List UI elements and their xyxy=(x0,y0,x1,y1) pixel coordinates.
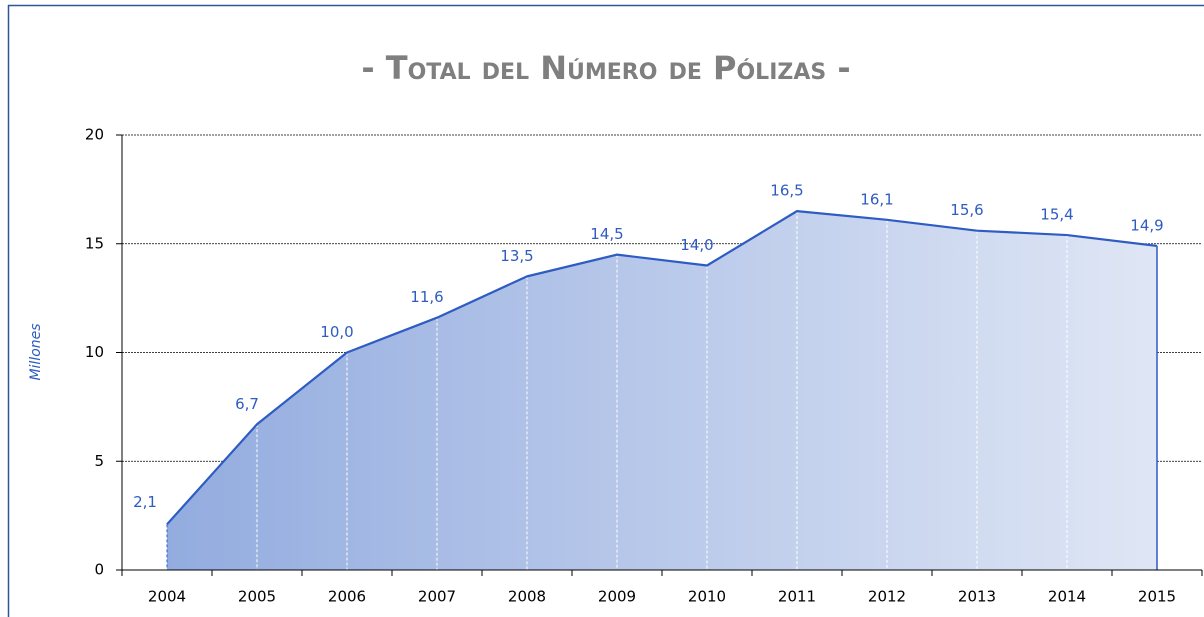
x-tick-label: 2009 xyxy=(598,588,636,606)
data-label: 14,5 xyxy=(590,225,623,243)
data-label: 11,6 xyxy=(410,288,443,306)
data-label: 16,1 xyxy=(860,190,893,208)
y-tick-label: 5 xyxy=(94,452,104,470)
y-tick-label: 20 xyxy=(85,126,104,144)
x-tick-label: 2013 xyxy=(958,588,996,606)
chart-title: - Total del Número de Pólizas - xyxy=(361,49,850,87)
x-tick-label: 2008 xyxy=(508,588,546,606)
data-label: 14,9 xyxy=(1130,216,1163,234)
data-label: 15,6 xyxy=(950,201,983,219)
area xyxy=(167,211,1157,570)
x-tick-label: 2004 xyxy=(148,588,186,606)
y-tick-label: 10 xyxy=(85,343,104,361)
data-label: 13,5 xyxy=(500,247,533,265)
data-label: 15,4 xyxy=(1040,206,1073,224)
x-tick-label: 2010 xyxy=(688,588,726,606)
x-tick-label: 2011 xyxy=(778,588,816,606)
x-tick-label: 2005 xyxy=(238,588,276,606)
data-label: 14,0 xyxy=(680,236,713,254)
data-label: 6,7 xyxy=(235,395,259,413)
y-tick-label: 15 xyxy=(85,234,104,252)
line xyxy=(166,210,1158,526)
x-tick-label: 2014 xyxy=(1048,588,1086,606)
y-tick-label: 0 xyxy=(94,561,104,579)
data-label: 2,1 xyxy=(133,493,157,511)
x-tick-label: 2015 xyxy=(1138,588,1176,606)
data-label: 16,5 xyxy=(770,182,803,200)
data-label: 10,0 xyxy=(320,323,353,341)
x-tick-label: 2007 xyxy=(418,588,456,606)
y-axis-label: Millones xyxy=(28,323,44,380)
x-tick-label: 2012 xyxy=(868,588,906,606)
x-tick-label: 2006 xyxy=(328,588,366,606)
